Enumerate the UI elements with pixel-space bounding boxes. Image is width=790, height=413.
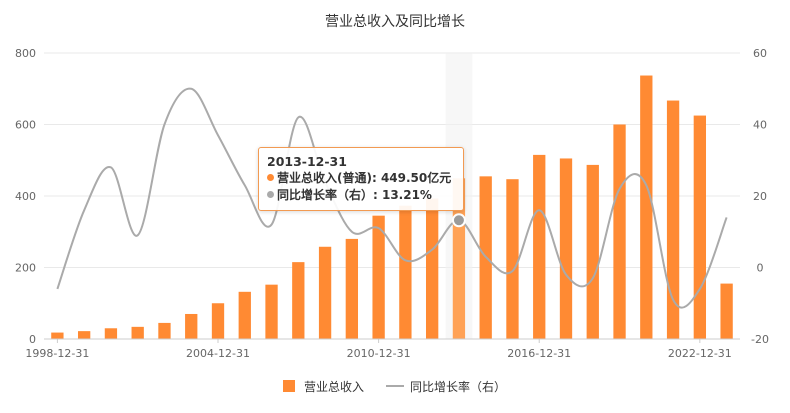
x-tick-label: 2016-12-31 bbox=[507, 347, 571, 360]
x-tick-label: 1998-12-31 bbox=[25, 347, 89, 360]
bar bbox=[533, 154, 546, 339]
tooltip-date: 2013-12-31 bbox=[267, 154, 347, 169]
x-tick-label: 2022-12-31 bbox=[668, 347, 732, 360]
bar bbox=[292, 262, 305, 339]
x-tick-label: 2010-12-31 bbox=[347, 347, 411, 360]
tooltip-revenue: 营业总收入(普通): 449.50亿元 bbox=[277, 171, 452, 185]
y-right-tick-label: 20 bbox=[753, 190, 767, 203]
legend-growth-label: 同比增长率（右） bbox=[410, 379, 506, 394]
y-right-tick-label: 60 bbox=[753, 47, 767, 60]
bar bbox=[131, 326, 144, 339]
tooltip-growth-dot-icon bbox=[267, 191, 274, 198]
bar bbox=[77, 331, 91, 339]
y-left-tick-label: 800 bbox=[15, 47, 36, 60]
bar bbox=[559, 158, 573, 339]
bar bbox=[158, 322, 171, 339]
bar bbox=[666, 100, 680, 339]
bar bbox=[640, 75, 653, 340]
tooltip-growth-row: 同比增长率（右）: 13.21% bbox=[267, 187, 455, 204]
y-left-tick-label: 0 bbox=[29, 333, 36, 346]
bar bbox=[318, 246, 332, 339]
bar bbox=[720, 283, 733, 339]
bar bbox=[506, 179, 519, 339]
y-right-tick-label: -20 bbox=[751, 333, 769, 346]
bar bbox=[586, 164, 599, 339]
x-tick-label: 2004-12-31 bbox=[186, 347, 250, 360]
tooltip-growth: 同比增长率（右）: 13.21% bbox=[277, 188, 432, 202]
tooltip-revenue-dot-icon bbox=[267, 174, 274, 181]
bar bbox=[693, 115, 707, 339]
y-left-tick-label: 600 bbox=[15, 119, 36, 132]
tooltip-revenue-row: 营业总收入(普通): 449.50亿元 bbox=[267, 170, 455, 187]
bar bbox=[238, 291, 251, 339]
chart-tooltip: 2013-12-31 营业总收入(普通): 449.50亿元 同比增长率（右）:… bbox=[258, 147, 464, 211]
chart-title: 营业总收入及同比增长 bbox=[325, 14, 465, 30]
bar bbox=[51, 332, 64, 339]
y-right-tick-label: 0 bbox=[757, 262, 764, 275]
bar bbox=[372, 215, 385, 339]
legend-revenue-label: 营业总收入 bbox=[304, 380, 364, 394]
bar bbox=[345, 238, 359, 339]
bar bbox=[185, 313, 198, 339]
bar bbox=[613, 124, 626, 339]
bar bbox=[399, 205, 412, 339]
y-right-tick-label: 40 bbox=[753, 119, 767, 132]
bar bbox=[211, 303, 225, 339]
bar bbox=[425, 198, 439, 339]
bar bbox=[265, 284, 278, 339]
growth-line bbox=[56, 87, 728, 309]
y-left-tick-label: 200 bbox=[15, 262, 36, 275]
highlight-point bbox=[451, 213, 466, 228]
legend-bar-swatch bbox=[283, 380, 295, 392]
bar bbox=[104, 328, 118, 339]
y-left-tick-label: 400 bbox=[15, 190, 36, 203]
